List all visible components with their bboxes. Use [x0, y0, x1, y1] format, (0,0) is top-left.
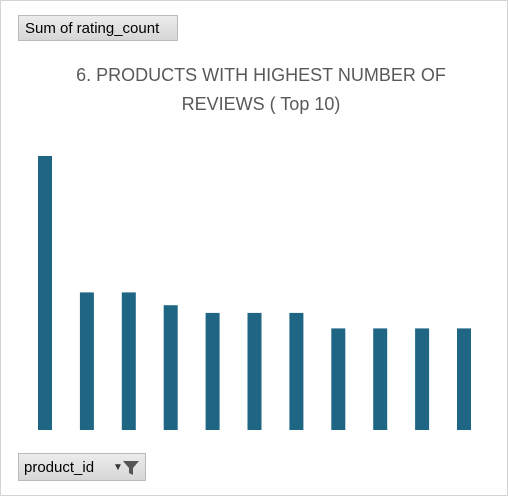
bar[interactable]	[38, 156, 52, 430]
bar[interactable]	[164, 305, 178, 430]
bar[interactable]	[80, 292, 94, 430]
axis-field-button[interactable]: product_id ▼	[18, 453, 146, 481]
bar[interactable]	[122, 292, 136, 430]
bar[interactable]	[457, 328, 471, 430]
bar[interactable]	[373, 328, 387, 430]
bar[interactable]	[331, 328, 345, 430]
bar[interactable]	[248, 313, 262, 430]
bar[interactable]	[206, 313, 220, 430]
bar[interactable]	[289, 313, 303, 430]
filter-icon[interactable]	[122, 460, 140, 476]
bar[interactable]	[415, 328, 429, 430]
axis-field-label: product_id	[24, 459, 94, 476]
